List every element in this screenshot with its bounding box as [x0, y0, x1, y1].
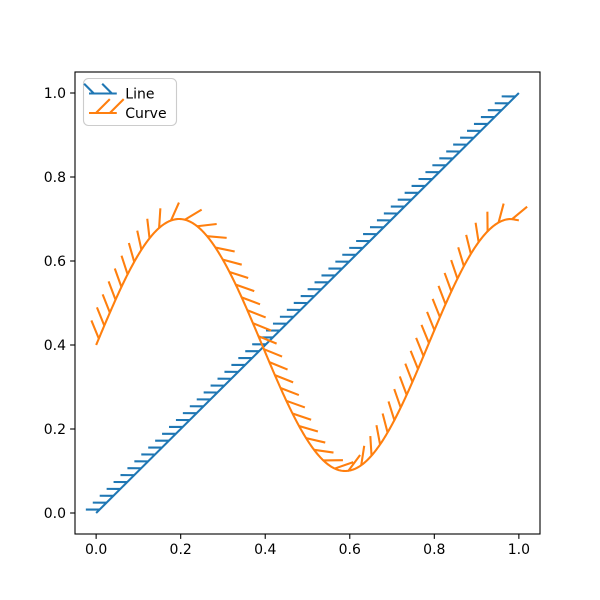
y-tick-label: 0.2 [44, 422, 66, 438]
x-tick-label: 1.0 [508, 542, 530, 558]
series-hatch-ticks-curve [90, 202, 528, 472]
x-tick-label: 0.2 [170, 542, 192, 558]
x-tick-label: 0.6 [339, 542, 361, 558]
legend-label-line: Line [125, 87, 154, 103]
y-tick-label: 0.8 [44, 170, 66, 186]
x-tick-label: 0.4 [254, 542, 276, 558]
legend-label-curve: Curve [125, 106, 166, 122]
series-line-curve [95, 217, 520, 473]
legend-handle-hatch-ticks-curve [95, 98, 125, 114]
x-tick-label: 0.0 [85, 542, 107, 558]
axes-spines [74, 71, 541, 535]
y-tick-label: 1.0 [44, 86, 66, 102]
y-tick-label: 0.0 [44, 506, 66, 522]
x-tick-label: 0.8 [423, 542, 445, 558]
y-tick-label: 0.4 [44, 338, 66, 354]
series-hatch-ticks-line [85, 95, 516, 511]
y-tick-label: 0.6 [44, 254, 66, 270]
legend-handle-hatch-ticks-line [83, 83, 113, 95]
